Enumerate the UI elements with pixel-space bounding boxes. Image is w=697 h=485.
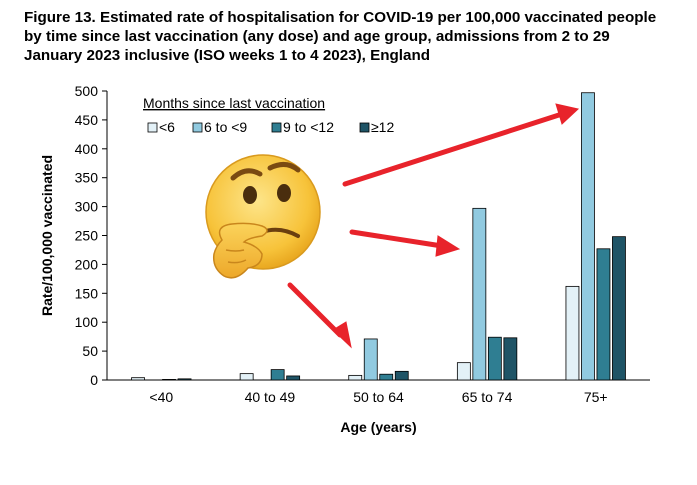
y-tick-label: 0 <box>90 372 98 388</box>
y-axis-title: Rate/100,000 vaccinated <box>39 155 55 316</box>
bar <box>177 378 192 381</box>
y-tick-label: 200 <box>75 256 99 272</box>
bar <box>456 362 471 381</box>
bar <box>379 373 394 381</box>
legend-swatch <box>147 122 158 133</box>
y-tick-label: 150 <box>75 285 99 301</box>
red-arrows <box>287 103 580 349</box>
bar <box>131 377 145 381</box>
thinking-face-icon <box>205 154 321 279</box>
bar <box>162 379 176 381</box>
bar <box>565 285 580 381</box>
axes: 0 50 100 150 200 250 300 350 400 450 500 <40 40 to 4… <box>39 83 650 435</box>
x-tick-label: 65 to 74 <box>462 389 513 405</box>
x-tick-label: <40 <box>149 389 173 405</box>
x-tick-label: 50 to 64 <box>353 389 404 405</box>
bar <box>394 370 409 381</box>
legend-label: 9 to <12 <box>283 119 334 135</box>
y-tick-label: 500 <box>75 83 99 99</box>
legend-label: <6 <box>159 119 175 135</box>
bar <box>472 207 487 381</box>
bar <box>612 236 626 381</box>
bar <box>503 337 518 381</box>
bar <box>270 369 285 381</box>
y-tick-label: 300 <box>75 199 99 215</box>
y-tick-label: 400 <box>75 141 99 157</box>
bars <box>131 92 626 381</box>
chart-title: Figure 13. Estimated rate of hospitalisa… <box>24 9 657 64</box>
legend: Months since last vaccination <6 6 to <9 9 … <box>143 95 394 135</box>
red-arrow-to-65-to-74 <box>349 229 445 249</box>
legend-swatch <box>192 122 203 133</box>
bar <box>487 336 502 381</box>
y-tick-label: 250 <box>75 228 99 244</box>
y-tick-label: 350 <box>75 170 99 186</box>
bar <box>581 92 595 381</box>
y-tick-label: 100 <box>75 314 99 330</box>
bar <box>348 374 363 381</box>
x-tick-label: 75+ <box>584 389 608 405</box>
red-arrow-to-75-plus <box>342 111 565 187</box>
y-tick-label: 450 <box>75 112 99 128</box>
x-axis-title: Age (years) <box>340 419 416 435</box>
bar <box>363 338 378 381</box>
legend-swatch <box>271 122 282 133</box>
red-arrow-to-50-to-64 <box>287 282 343 338</box>
legend-label: 6 to <9 <box>204 119 247 135</box>
legend-title: Months since last vaccination <box>143 95 325 111</box>
legend-label: ≥12 <box>371 119 394 135</box>
y-tick-label: 50 <box>82 343 98 359</box>
bar <box>286 375 301 381</box>
x-tick-label: 40 to 49 <box>245 389 296 405</box>
bar <box>239 373 254 381</box>
legend-swatch <box>359 122 370 133</box>
bar <box>596 248 611 381</box>
